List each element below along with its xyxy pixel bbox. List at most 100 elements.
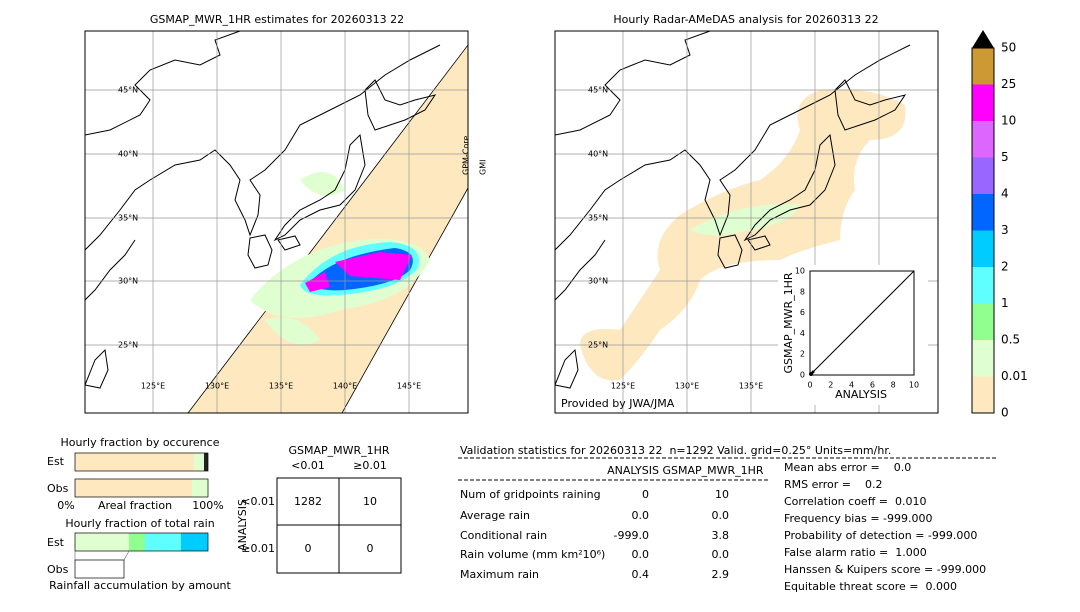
stat-value: -999.0 xyxy=(614,529,649,542)
column-header: <0.01 xyxy=(291,459,325,472)
lat-label: 45°N xyxy=(118,86,138,95)
row-label: Obs xyxy=(47,482,69,495)
score: Correlation coeff = 0.010 xyxy=(784,495,926,508)
column-header: GSMAP_MWR_1HR xyxy=(662,464,763,477)
colorbar-extend xyxy=(972,30,994,48)
row-header: ≥0.01 xyxy=(241,542,275,555)
colorbar-segment xyxy=(972,194,994,231)
map-frame xyxy=(84,30,469,414)
stat-value: 3.8 xyxy=(712,529,730,542)
left-map xyxy=(85,31,468,413)
lat-label: 45°N xyxy=(588,86,608,95)
stat-value: 10 xyxy=(715,488,729,501)
stat-value: 0.4 xyxy=(632,568,650,581)
score: Probability of detection = -999.000 xyxy=(784,529,977,542)
score: Frequency bias = -999.000 xyxy=(784,512,933,525)
lon-label: 125°E xyxy=(141,382,165,391)
colorbar-segment xyxy=(972,267,994,304)
map-title: Hourly Radar-AMeDAS analysis for 2026031… xyxy=(613,13,878,26)
caption: Rainfall accumulation by amount xyxy=(49,579,231,592)
stat-label: Num of gridpoints raining xyxy=(460,488,601,501)
row-header: <0.01 xyxy=(241,495,275,508)
score: RMS error = 0.2 xyxy=(784,478,882,491)
stat-label: Average rain xyxy=(460,509,530,522)
lon-label: 140°E xyxy=(333,382,357,391)
colorbar-segment xyxy=(972,340,994,377)
y-tick-label: 8 xyxy=(800,287,805,296)
diagonal xyxy=(809,270,915,376)
stat-label: Rain volume (mm km²10⁶) xyxy=(460,548,605,561)
x-tick-label: 6 xyxy=(870,381,875,390)
satellite-label: GMI xyxy=(479,160,488,175)
lat-label: 25°N xyxy=(118,341,138,350)
colorbar-label: 5 xyxy=(1001,150,1009,164)
lat-label: 25°N xyxy=(588,341,608,350)
colorbar-segment xyxy=(972,230,994,267)
table-title: GSMAP_MWR_1HR xyxy=(288,444,389,457)
lat-label: 30°N xyxy=(588,277,608,286)
x-tick-label: 2 xyxy=(828,381,833,390)
satellite-label: GPM-Core xyxy=(462,136,471,175)
y-tick-label: 4 xyxy=(800,329,805,338)
lat-label: 40°N xyxy=(588,150,608,159)
stat-value: 0.0 xyxy=(632,548,650,561)
column-header: ANALYSIS xyxy=(607,464,659,477)
colorbar-frame xyxy=(971,47,995,414)
y-tick-label: 2 xyxy=(800,350,805,359)
colorbar-segment xyxy=(972,376,994,413)
map-frame xyxy=(554,30,939,414)
stat-label: Maximum rain xyxy=(460,568,539,581)
colorbar-label: 4 xyxy=(1001,187,1009,201)
stat-value: 2.9 xyxy=(712,568,730,581)
panel-title: Hourly fraction by occurence xyxy=(61,436,220,449)
colorbar-segment xyxy=(972,157,994,194)
stats-title: Validation statistics for 20260313 22 n=… xyxy=(460,444,891,457)
cell: 10 xyxy=(363,495,377,508)
x-tick-label: 0 xyxy=(807,381,812,390)
fraction-bar xyxy=(75,533,129,551)
colorbar-label: 2 xyxy=(1001,260,1009,274)
colorbar-label: 3 xyxy=(1001,223,1009,237)
colorbar-label: 10 xyxy=(1001,114,1016,128)
cell: 1282 xyxy=(294,495,322,508)
axis-label: 100% xyxy=(192,499,223,512)
fraction-bar xyxy=(75,479,192,497)
radar-coverage xyxy=(580,89,906,381)
scatter-point xyxy=(811,370,815,374)
colorbar-segment xyxy=(972,48,994,85)
fraction-bar xyxy=(181,533,208,551)
x-tick-label: 10 xyxy=(909,381,919,390)
rain-area xyxy=(250,172,430,345)
lat-label: 35°N xyxy=(588,214,608,223)
axis-label: 0% xyxy=(57,499,74,512)
colorbar-label: 50 xyxy=(1001,41,1016,55)
fraction-bar xyxy=(74,559,125,579)
row-title: ANALYSIS xyxy=(236,499,249,551)
lat-label: 40°N xyxy=(118,150,138,159)
colorbar-label: 1 xyxy=(1001,296,1009,310)
x-tick-label: 8 xyxy=(891,381,896,390)
stat-value: 0.0 xyxy=(712,548,730,561)
fraction-bar xyxy=(204,453,208,471)
lon-label: 135°E xyxy=(269,382,293,391)
colorbar-label: 25 xyxy=(1001,77,1016,91)
panel-title: Hourly fraction of total rain xyxy=(65,517,214,530)
map-title: GSMAP_MWR_1HR estimates for 20260313 22 xyxy=(150,13,404,26)
lon-label: 125°E xyxy=(611,382,635,391)
stat-value: 0 xyxy=(642,488,649,501)
axis-label: Areal fraction xyxy=(98,499,172,512)
inset-ylabel: GSMAP_MWR_1HR xyxy=(782,272,795,373)
cell: 0 xyxy=(367,542,374,555)
row-label: Est xyxy=(47,455,65,468)
fraction-bar xyxy=(145,533,181,551)
fraction-bar xyxy=(129,533,145,551)
lat-label: 35°N xyxy=(118,214,138,223)
credit: Provided by JWA/JMA xyxy=(561,397,675,410)
row-label: Est xyxy=(47,536,65,549)
colorbar-label: 0.5 xyxy=(1001,333,1020,347)
inset-xlabel: ANALYSIS xyxy=(835,388,887,401)
score: Hanssen & Kuipers score = -999.000 xyxy=(784,563,986,576)
fraction-bar xyxy=(194,453,204,471)
colorbar-segment xyxy=(972,303,994,340)
